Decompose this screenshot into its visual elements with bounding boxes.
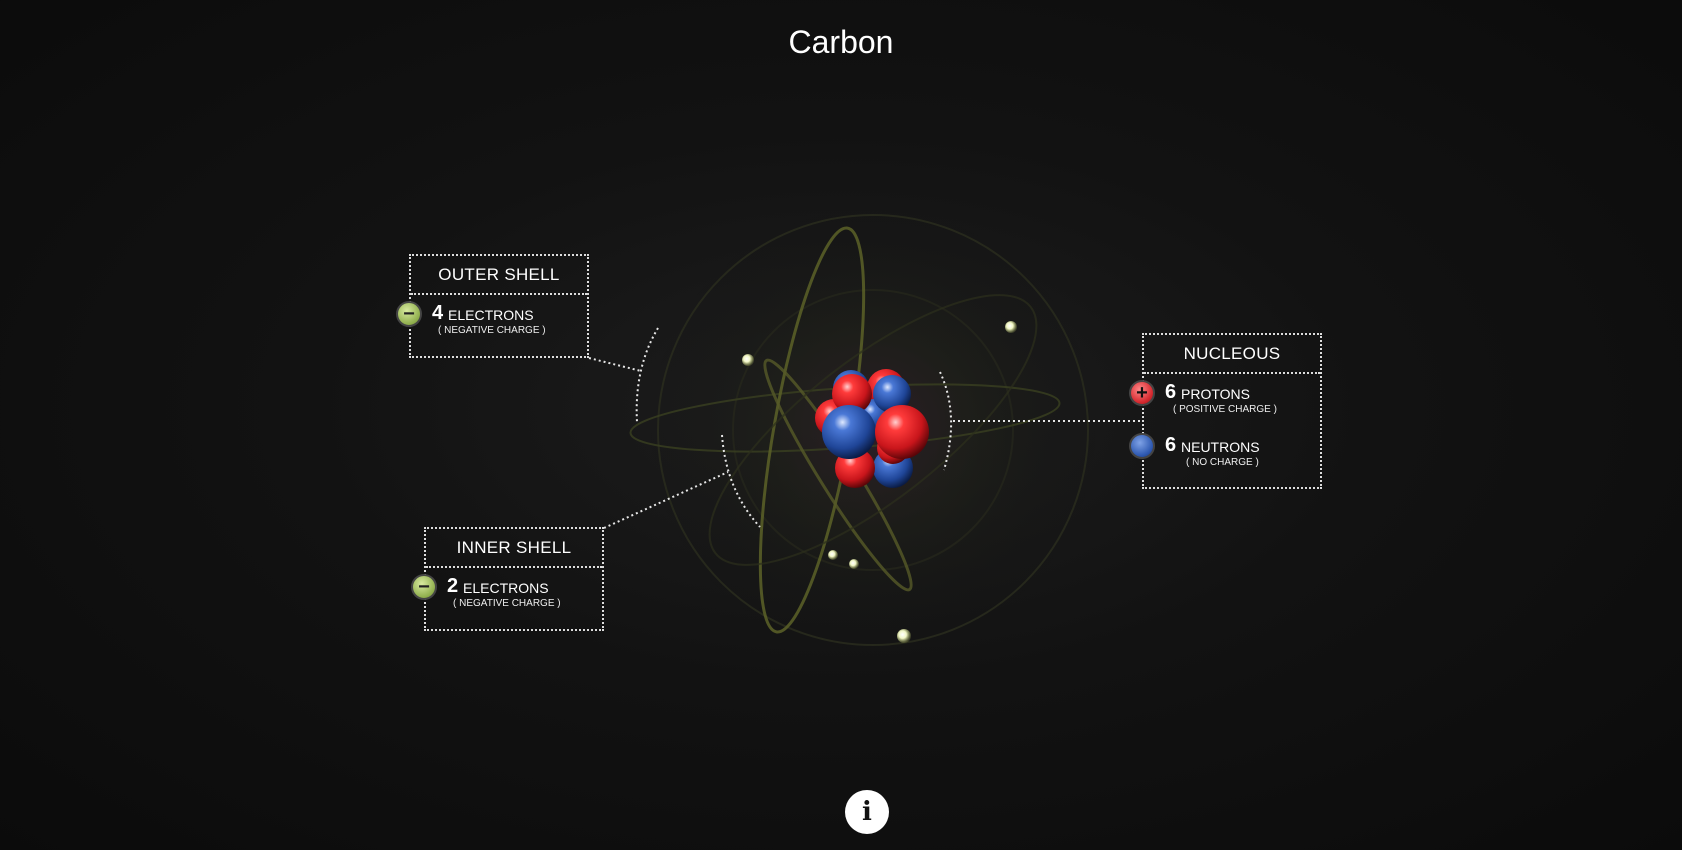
outer-orbit-ring	[657, 214, 1089, 646]
nucleus-heading: NUCLEOUS	[1144, 335, 1320, 374]
outer-shell-heading: OUTER SHELL	[411, 256, 587, 295]
electron-badge-icon: −	[396, 301, 422, 327]
electron	[742, 354, 754, 366]
inner-shell-box: INNER SHELL − 2 ELECTRONS ( NEGATIVE CHA…	[411, 527, 604, 631]
electron	[828, 550, 838, 560]
outer-shell-leader	[588, 357, 642, 372]
electron	[1005, 321, 1017, 333]
leader-lines	[588, 357, 1143, 529]
inner-shell-electron-label: ELECTRONS	[463, 580, 549, 596]
electron	[849, 559, 859, 569]
inner-shell-heading: INNER SHELL	[426, 529, 602, 568]
inner-shell-electron-count: 2	[447, 575, 459, 597]
orbit-path	[708, 294, 1038, 566]
electron-badge-icon: −	[411, 574, 437, 600]
plus-badge-icon: +	[1129, 380, 1155, 406]
shell-brackets	[635, 327, 953, 528]
neutron-badge-icon	[1129, 433, 1155, 459]
nucleus-cluster	[815, 369, 929, 488]
neutron	[822, 405, 876, 459]
proton-count: 6	[1165, 381, 1177, 403]
nucleus-box: NUCLEOUS + 6 PROTONS ( POSITIVE CHARGE )…	[1129, 333, 1322, 489]
nucleus-bracket	[939, 371, 953, 471]
inner-shell-electron-row: − 2 ELECTRONS ( NEGATIVE CHARGE )	[411, 571, 602, 615]
inner-shell-bracket	[721, 434, 761, 528]
electrons	[742, 321, 1017, 643]
outer-shell-box: OUTER SHELL − 4 ELECTRONS ( NEGATIVE CHA…	[396, 254, 589, 358]
outer-shell-charge-note: ( NEGATIVE CHARGE )	[438, 325, 546, 336]
neutron-count: 6	[1165, 434, 1177, 456]
neutron-charge-note: ( NO CHARGE )	[1186, 457, 1259, 468]
proton-label: PROTONS	[1181, 386, 1250, 402]
info-icon: i	[862, 797, 872, 827]
neutron	[873, 375, 911, 413]
electron	[897, 629, 911, 643]
page-title: Carbon	[788, 24, 894, 60]
proton	[875, 405, 929, 459]
proton-charge-note: ( POSITIVE CHARGE )	[1173, 404, 1277, 415]
outer-shell-electron-label: ELECTRONS	[448, 307, 534, 323]
neutron-row: 6 NEUTRONS ( NO CHARGE )	[1129, 430, 1320, 474]
proton	[832, 374, 872, 414]
outer-shell-electron-row: − 4 ELECTRONS ( NEGATIVE CHARGE )	[396, 298, 587, 342]
inner-orbit-ring	[732, 289, 1014, 571]
info-button[interactable]: i	[845, 790, 889, 834]
outer-shell-electron-count: 4	[432, 302, 444, 324]
inner-shell-charge-note: ( NEGATIVE CHARGE )	[453, 598, 561, 609]
neutron-label: NEUTRONS	[1181, 439, 1260, 455]
proton-row: + 6 PROTONS ( POSITIVE CHARGE )	[1129, 377, 1320, 421]
outer-shell-bracket	[635, 327, 659, 423]
